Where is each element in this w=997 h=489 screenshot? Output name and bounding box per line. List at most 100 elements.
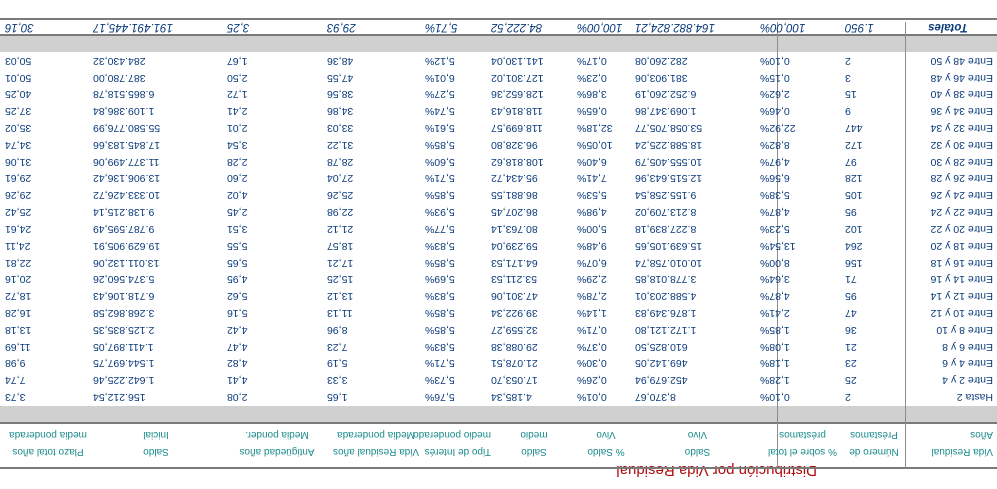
table-row: Entre 24 y 26 105 5,38% 9.155.258,54 5,53% 86…	[0, 187, 997, 203]
header-gray-band	[0, 406, 997, 422]
table-cell: 16,28	[5, 306, 32, 319]
table-cell: 7,41%	[577, 172, 607, 185]
table-row: Entre 28 y 30 97 4,97% 10.555.405,79 6,40% 10…	[0, 154, 997, 170]
table-cell: 6,56%	[760, 172, 790, 185]
table-cell: 95	[845, 206, 857, 219]
table-cell: Entre 10 y 12	[930, 306, 993, 319]
table-cell: Entre 22 y 24	[930, 206, 993, 219]
table-cell: 1.876.349,83	[635, 306, 697, 319]
table-cell: 24,61	[5, 222, 32, 235]
header-prestamos-2: préstamos	[779, 429, 826, 440]
table-cell: 5,60%	[425, 155, 455, 168]
header-numero: Número de	[849, 446, 899, 457]
table-cell: 5,00%	[577, 222, 607, 235]
table-cell: 31,06	[5, 155, 32, 168]
table-cell: 23	[845, 357, 857, 370]
table-cell: Entre 2 y 4	[942, 374, 993, 387]
table-cell: 3.778.018,85	[635, 273, 697, 286]
table-cell: 5,73%	[425, 374, 455, 387]
table-cell: 5,69%	[425, 273, 455, 286]
header-prestamos: Préstamos	[850, 429, 898, 440]
table-cell: 156	[845, 256, 863, 269]
table-cell: 19.629.905,91	[93, 239, 161, 252]
table-cell: Entre 32 y 34	[930, 122, 993, 135]
table-cell: 47.301,06	[491, 290, 538, 303]
totals-saldo-medio: 84.222,52	[491, 21, 543, 33]
table-cell: 53.211,53	[491, 273, 537, 286]
table-cell: 1,85%	[760, 323, 790, 336]
table-cell: 7,74	[5, 374, 26, 387]
table-cell: 5,83%	[425, 340, 455, 353]
table-cell: Entre 46 y 48	[930, 71, 993, 84]
table-cell: 47	[845, 306, 857, 319]
table-cell: 80.763,14	[491, 222, 538, 235]
table-cell: Entre 30 y 32	[930, 138, 993, 151]
table-cell: 15	[845, 88, 857, 101]
table-row: Entre 46 y 48 3 0,15% 381.903,06 0,23% 127.30…	[0, 70, 997, 86]
totals-row: Totales 1.950 100,00% 164.882.824,21 100…	[0, 19, 997, 35]
table-cell: 5,19	[327, 357, 348, 370]
table-row: Entre 2 y 4 25 1,28% 452.679,94 0,26% 17.053,…	[0, 372, 997, 388]
table-cell: 8.213.709,02	[635, 206, 697, 219]
table-cell: 4.588.203,01	[635, 290, 697, 303]
table-cell: 15,25	[327, 273, 354, 286]
table-cell: 10.333.426,72	[93, 189, 161, 202]
table-cell: 5,85%	[425, 256, 455, 269]
table-cell: 27,04	[327, 172, 354, 185]
table-cell: 5,62	[227, 290, 248, 303]
table-cell: 28,78	[327, 155, 354, 168]
table-cell: 264	[845, 239, 863, 252]
table-cell: 5,83%	[425, 239, 455, 252]
table-cell: 2,45	[227, 206, 248, 219]
table-cell: 10.555.405,79	[635, 155, 703, 168]
table-cell: 59.239,04	[491, 239, 538, 252]
table-cell: 8,96	[327, 323, 348, 336]
header-bottom-border	[0, 422, 997, 424]
table-cell: 34,86	[327, 105, 354, 118]
totals-saldo: 164.882.824,21	[635, 21, 715, 33]
table-cell: Entre 18 y 20	[930, 239, 993, 252]
header-saldo-inicial: Saldo	[143, 446, 169, 457]
totals-antiguedad: 3,25	[227, 21, 250, 33]
table-cell: 0,46%	[760, 105, 790, 118]
table-cell: 118.699,57	[491, 122, 543, 135]
table-cell: Entre 48 y 50	[930, 54, 993, 67]
table-cell: 381.903,06	[635, 71, 688, 84]
table-cell: 36	[845, 323, 857, 336]
table-cell: 9.138.215,14	[93, 206, 155, 219]
table-cell: 50,01	[5, 71, 32, 84]
table-cell: 3,86%	[577, 88, 607, 101]
table-row: Entre 8 y 10 36 1,85% 1.172.121,80 0,71% 32.5…	[0, 322, 997, 338]
table-cell: 25	[845, 374, 857, 387]
table-cell: 2,78%	[577, 290, 607, 303]
table-cell: 48,36	[327, 54, 354, 67]
table-cell: 31,22	[327, 138, 354, 151]
table-cell: 13,18	[5, 323, 32, 336]
table-cell: 2,01	[227, 122, 248, 135]
table-cell: 5,61%	[425, 122, 455, 135]
table-cell: 86.207,45	[491, 206, 538, 219]
totals-pct-total: 100,00%	[760, 21, 806, 33]
table-cell: 0,15%	[760, 71, 790, 84]
table-cell: Hasta 2	[956, 391, 993, 403]
table-cell: Entre 26 y 28	[930, 172, 993, 185]
table-cell: 12.515.643,96	[635, 172, 703, 185]
table-cell: 0,65%	[577, 105, 607, 118]
table-cell: 1.109.386,84	[93, 105, 155, 118]
top-border	[0, 467, 997, 469]
table-cell: 47,55	[327, 71, 354, 84]
table-cell: 29,26	[5, 189, 32, 202]
table-cell: 3	[845, 71, 851, 84]
table-row: Entre 6 y 8 21 1,08% 610.825,50 0,37% 29.088,…	[0, 339, 997, 355]
table-cell: 1,18%	[760, 357, 790, 370]
header-vivo: Vivo	[687, 429, 708, 440]
table-cell: 6.865.518,78	[93, 88, 155, 101]
totals-vida-residual: 29,93	[327, 21, 356, 33]
table-cell: 2,29%	[577, 273, 607, 286]
table-cell: 4,87%	[760, 290, 790, 303]
table-cell: 13,54%	[760, 239, 796, 252]
table-cell: 1,67	[227, 54, 248, 67]
table-cell: 6.718.106,43	[93, 290, 155, 303]
table-cell: 5,77%	[425, 222, 455, 235]
